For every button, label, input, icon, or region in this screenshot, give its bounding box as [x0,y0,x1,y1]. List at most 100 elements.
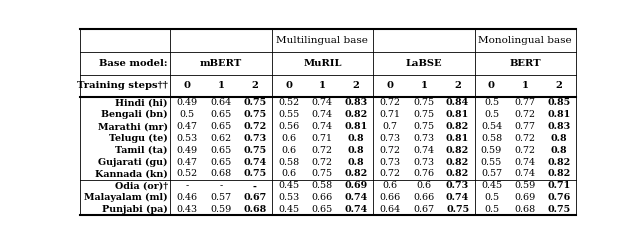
Text: 0.82: 0.82 [446,122,469,131]
Text: 1: 1 [218,81,225,90]
Text: 0.53: 0.53 [278,193,299,202]
Text: 0.58: 0.58 [312,181,333,190]
Text: 0.72: 0.72 [380,146,401,155]
Text: 0.65: 0.65 [210,122,232,131]
Text: 0.59: 0.59 [210,205,232,214]
Text: 0.77: 0.77 [515,98,536,107]
Text: 0.69: 0.69 [515,193,536,202]
Text: 0.45: 0.45 [278,205,299,214]
Text: 2: 2 [454,81,461,90]
Text: 0.55: 0.55 [278,110,299,119]
Text: Telugu (te): Telugu (te) [109,134,168,143]
Text: 0.5: 0.5 [484,193,499,202]
Text: 1: 1 [420,81,428,90]
Text: 0.83: 0.83 [547,122,571,131]
Text: 2: 2 [353,81,360,90]
Text: 0.74: 0.74 [344,205,368,214]
Text: 0.75: 0.75 [413,98,435,107]
Text: 0.74: 0.74 [312,110,333,119]
Text: 0.5: 0.5 [484,110,499,119]
Text: 0.66: 0.66 [380,193,401,202]
Text: 0.75: 0.75 [243,98,266,107]
Text: 0.68: 0.68 [211,169,232,178]
Text: 0.81: 0.81 [344,122,368,131]
Text: 0.74: 0.74 [312,98,333,107]
Text: 0.75: 0.75 [243,110,266,119]
Text: 0.53: 0.53 [177,134,198,143]
Text: 0.73: 0.73 [413,134,435,143]
Text: 0.76: 0.76 [547,193,571,202]
Text: 0: 0 [488,81,495,90]
Text: 0.74: 0.74 [515,158,536,167]
Text: Gujarati (gu): Gujarati (gu) [98,158,168,167]
Text: 0.8: 0.8 [348,146,364,155]
Text: Multilingual base: Multilingual base [276,36,368,45]
Text: 0.57: 0.57 [481,169,502,178]
Text: 0.82: 0.82 [547,158,571,167]
Text: 2: 2 [252,81,258,90]
Text: 0.47: 0.47 [177,122,198,131]
Text: 0.82: 0.82 [344,110,368,119]
Text: 0.81: 0.81 [446,134,469,143]
Text: 0.72: 0.72 [515,146,536,155]
Text: Punjabi (pa): Punjabi (pa) [102,205,168,214]
Text: 0.8: 0.8 [551,134,568,143]
Text: 0.68: 0.68 [243,205,266,214]
Text: 0.64: 0.64 [211,98,232,107]
Text: 0.74: 0.74 [344,193,368,202]
Text: 0.71: 0.71 [547,181,571,190]
Text: 0.6: 0.6 [281,134,296,143]
Text: 0.45: 0.45 [481,181,502,190]
Text: 0.72: 0.72 [243,122,266,131]
Text: 1: 1 [319,81,326,90]
Text: 0.75: 0.75 [243,169,266,178]
Text: 0.59: 0.59 [481,146,502,155]
Text: 0.46: 0.46 [177,193,198,202]
Text: Bengali (bn): Bengali (bn) [101,110,168,119]
Text: 0.74: 0.74 [515,169,536,178]
Text: MuRIL: MuRIL [303,59,342,68]
Text: 0.71: 0.71 [312,134,333,143]
Text: 0.75: 0.75 [413,122,435,131]
Text: Monolingual base: Monolingual base [479,36,572,45]
Text: Malayalam (ml): Malayalam (ml) [84,193,168,202]
Text: 0.49: 0.49 [177,146,198,155]
Text: 0.5: 0.5 [179,110,195,119]
Text: 0.72: 0.72 [312,146,333,155]
Text: 0.58: 0.58 [278,158,299,167]
Text: 0.67: 0.67 [243,193,266,202]
Text: 0.67: 0.67 [413,205,435,214]
Text: 0.68: 0.68 [515,205,536,214]
Text: 0.55: 0.55 [481,158,502,167]
Text: 0.75: 0.75 [548,205,571,214]
Text: 0.72: 0.72 [380,98,401,107]
Text: 0: 0 [285,81,292,90]
Text: Marathi (mr): Marathi (mr) [98,122,168,131]
Text: 0.74: 0.74 [312,122,333,131]
Text: 0.69: 0.69 [344,181,368,190]
Text: 0.83: 0.83 [344,98,368,107]
Text: 0.75: 0.75 [312,169,333,178]
Text: 0.6: 0.6 [281,169,296,178]
Text: 0.72: 0.72 [380,169,401,178]
Text: 0.8: 0.8 [348,134,364,143]
Text: 0.82: 0.82 [446,158,469,167]
Text: 0.59: 0.59 [515,181,536,190]
Text: 0.72: 0.72 [515,134,536,143]
Text: 0.72: 0.72 [312,158,333,167]
Text: Odia (or)†: Odia (or)† [115,181,168,190]
Text: 0.54: 0.54 [481,122,502,131]
Text: 0.85: 0.85 [548,98,571,107]
Text: 0.84: 0.84 [446,98,469,107]
Text: 0.62: 0.62 [211,134,232,143]
Text: 0.82: 0.82 [446,169,469,178]
Text: 0.65: 0.65 [210,110,232,119]
Text: Training steps††: Training steps†† [77,81,168,90]
Text: 0.7: 0.7 [383,122,397,131]
Text: Kannada (kn): Kannada (kn) [95,169,168,178]
Text: 0.73: 0.73 [243,134,266,143]
Text: 0.76: 0.76 [413,169,435,178]
Text: 0.73: 0.73 [380,158,401,167]
Text: 0.74: 0.74 [446,193,469,202]
Text: 0.73: 0.73 [380,134,401,143]
